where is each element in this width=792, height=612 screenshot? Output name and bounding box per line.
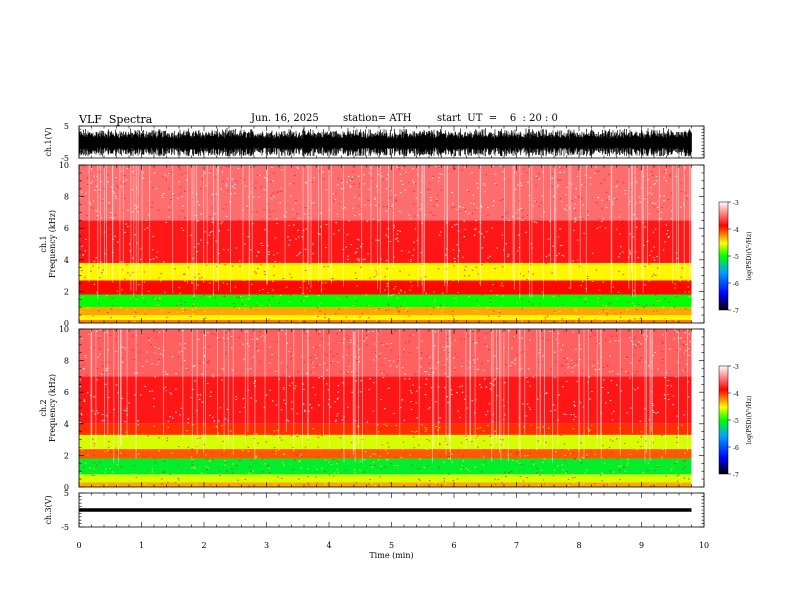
y-tick-label: 0 — [64, 483, 69, 492]
y-tick-label: 0 — [64, 319, 69, 328]
y-axis-label: ch.2 — [39, 399, 48, 416]
ch1-colorbar-tick-label: -4 — [733, 227, 739, 234]
ch2-spectrogram-band — [79, 434, 692, 450]
ch2-colorbar-tick-label: -3 — [733, 364, 739, 371]
x-tick-label: 1 — [139, 541, 144, 550]
ch1-colorbar-tick-label: -3 — [733, 200, 739, 207]
x-ticks — [78, 165, 705, 323]
y-ticks — [79, 328, 704, 488]
ch2-spectrogram-image — [79, 328, 692, 487]
ch2-spectrogram-speckle-yellow — [79, 423, 686, 487]
x-tick-label: 5 — [389, 541, 394, 550]
y-axis-label: ch.1 — [39, 235, 48, 252]
x-ticks — [78, 493, 705, 527]
ch2-spectrogram-band — [79, 423, 692, 435]
y-tick-label: 2 — [64, 287, 69, 296]
ch2-colorbar-tick-label: -6 — [733, 445, 739, 452]
ch2-colorbar-tick-label: -5 — [733, 418, 739, 425]
x-tick-label: 10 — [699, 541, 709, 550]
y-tick-label: 5 — [64, 489, 69, 498]
x-tick-label: 4 — [326, 541, 331, 550]
ch1-spectrogram-band — [79, 262, 692, 281]
ch2-spectrogram-band — [79, 482, 692, 487]
y-tick-label: 4 — [64, 420, 69, 429]
y-ticks — [79, 125, 704, 159]
start-time-label: start UT = 6 : 20 : 0 — [437, 113, 558, 124]
x-tick-label: 8 — [576, 541, 581, 550]
ch1-spectrogram-band — [79, 280, 692, 295]
ch2-colorbar-tick-label: -7 — [733, 472, 739, 479]
y-tick-label: 5 — [64, 122, 69, 131]
y-tick-label: -5 — [61, 523, 69, 532]
ch1-colorbar-label: log(PSD)(V²/Hz) — [746, 232, 753, 281]
ch2-colorbar — [718, 365, 729, 475]
y-axis-label: Frequency (kHz) — [48, 374, 57, 442]
ch1-spectrogram-streaks — [88, 165, 692, 300]
ch1-spectrogram-band — [79, 165, 692, 221]
y-tick-label: 2 — [64, 451, 69, 460]
x-axis-label: Time (min) — [369, 551, 413, 560]
ch1-colorbar — [718, 201, 729, 311]
ch2-colorbar-label: log(PSD)(V²/Hz) — [746, 396, 753, 445]
ch1-spectrogram-image — [79, 164, 692, 323]
y-tick-label: 8 — [64, 357, 69, 366]
x-ticks — [78, 126, 705, 158]
ch2-spectrogram-streaks — [90, 329, 688, 463]
y-tick-label: 10 — [59, 161, 69, 170]
x-tick-label: 0 — [76, 541, 81, 550]
x-tick-label: 2 — [201, 541, 206, 550]
ch1-colorbar-tick-label: -7 — [733, 308, 739, 315]
y-tick-label: 6 — [64, 224, 69, 233]
y-axis-label: ch.3(V) — [44, 495, 53, 524]
ch1-colorbar-tick-label: -5 — [733, 254, 739, 261]
y-tick-label: 10 — [59, 325, 69, 334]
y-tick-label: 8 — [64, 193, 69, 202]
y-axis-label: Frequency (kHz) — [48, 210, 57, 278]
station-label: station= ATH — [343, 113, 412, 124]
ch2-colorbar-tick-label: -4 — [733, 391, 739, 398]
ch1-spectrogram-band — [79, 315, 692, 320]
ch1-spectrogram-speckle-white — [79, 164, 689, 263]
x-tick-label: 7 — [514, 541, 519, 550]
y-axis-label: ch.1(V) — [44, 127, 53, 156]
chart-title: VLF Spectra — [79, 113, 153, 126]
y-ticks — [79, 164, 704, 324]
y-tick-label: 6 — [64, 388, 69, 397]
ch1-spectrogram-band — [79, 294, 692, 308]
x-tick-label: 9 — [639, 541, 644, 550]
ch1-spectrogram-band — [79, 319, 692, 323]
ch1-spectrogram-band — [79, 307, 692, 316]
x-tick-label: 6 — [451, 541, 456, 550]
y-tick-label: 4 — [64, 256, 69, 265]
x-ticks — [78, 329, 705, 487]
ch2-spectrogram-band — [79, 474, 692, 483]
date-label: Jun. 16, 2025 — [251, 113, 319, 124]
x-tick-label: 3 — [264, 541, 269, 550]
ch1-colorbar-tick-label: -6 — [733, 281, 739, 288]
y-ticks — [79, 492, 704, 528]
ch2-spectrogram-band — [79, 449, 692, 459]
y-tick-label: -5 — [61, 154, 69, 163]
ch2-spectrogram-band — [79, 376, 692, 424]
